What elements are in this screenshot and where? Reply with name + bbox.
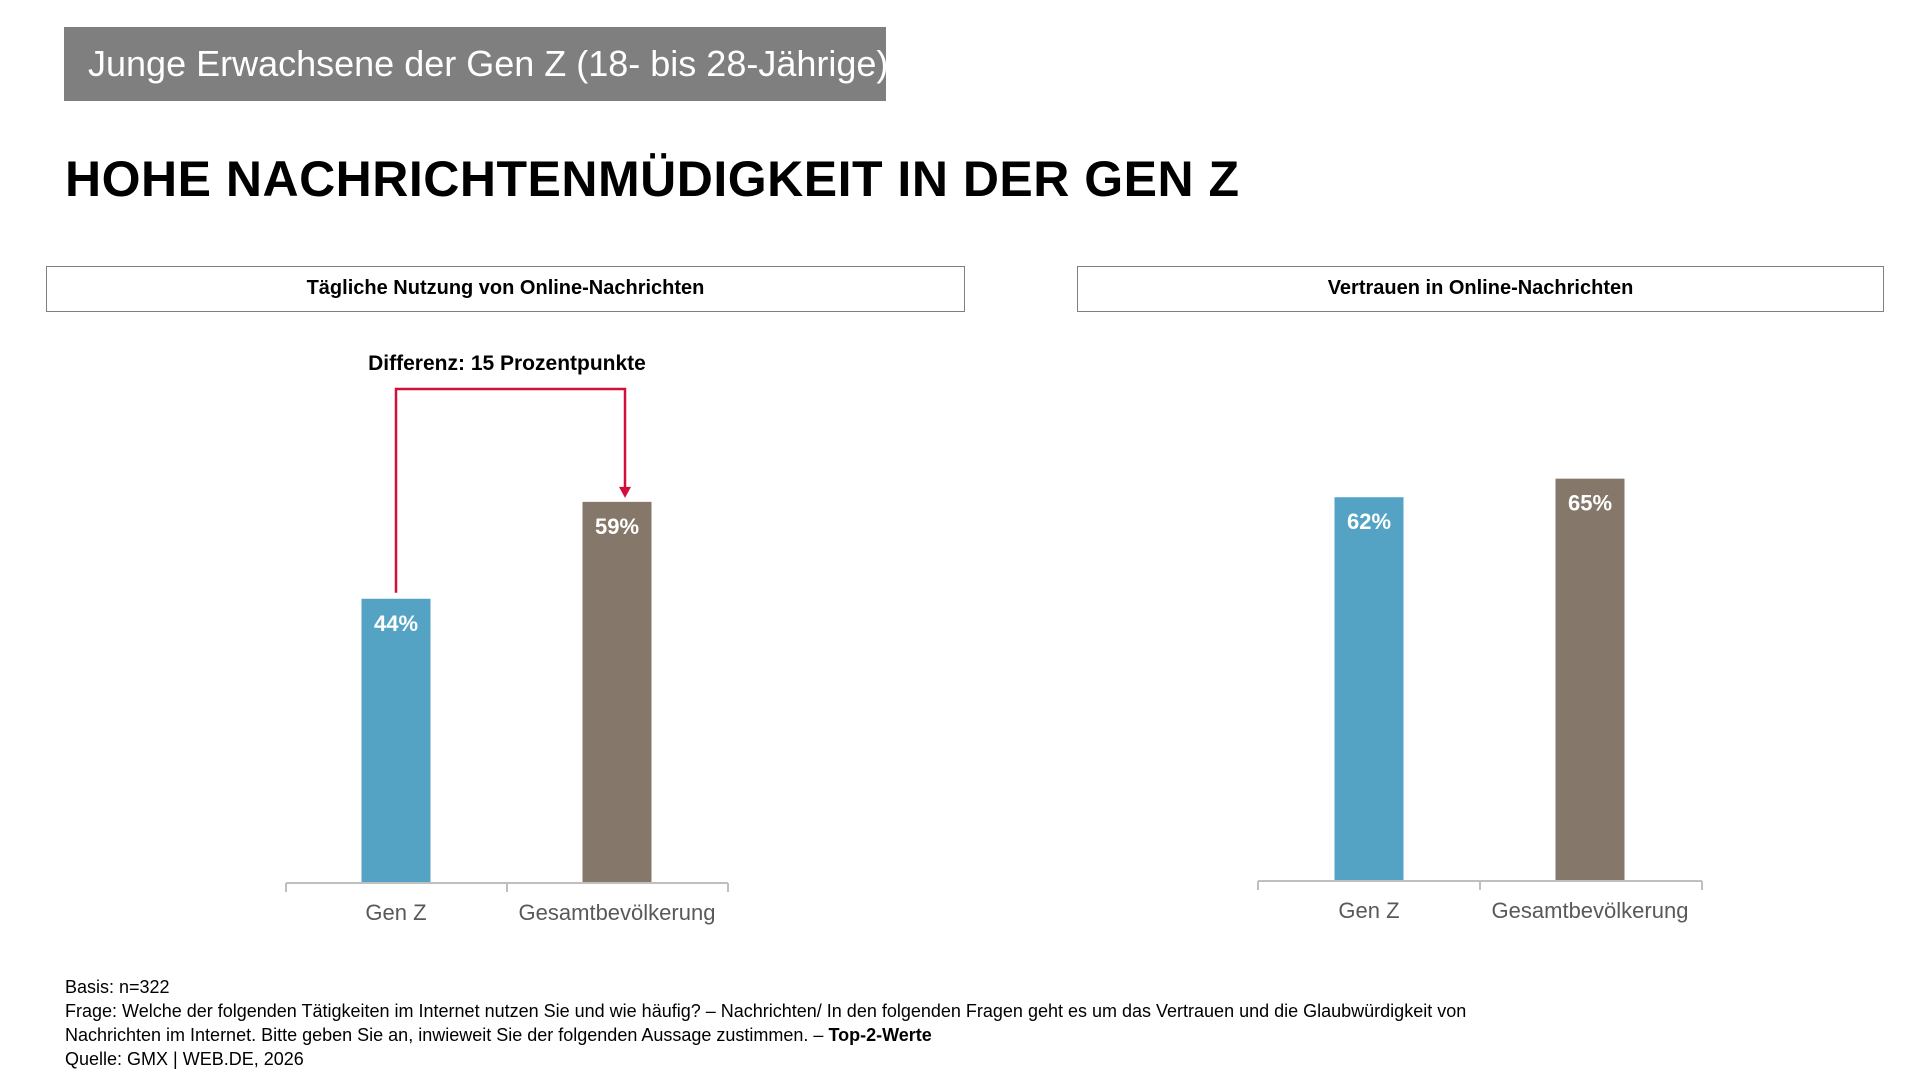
footnote-question-emphasis: Top-2-Werte [828,1025,932,1045]
page-title: HOHE NACHRICHTENMÜDIGKEIT IN DER GEN Z [65,151,1240,207]
bar-gesamt [582,501,652,883]
difference-arrow-line [394,387,627,593]
difference-annotation: Differenz: 15 Prozentpunkte [368,352,646,593]
data-label: 65% [1568,491,1612,516]
footnote-question-line2: Nachrichten im Internet. Bitte geben Sie… [65,1023,1765,1047]
category-label: Gen Z [1338,898,1399,923]
footnote-question-line1: Frage: Welche der folgenden Tätigkeiten … [65,1001,1467,1021]
difference-label: Differenz: 15 Prozentpunkte [368,352,646,375]
chart-title-trust: Vertrauen in Online-Nachrichten [1077,266,1884,312]
category-label: Gesamtbevölkerung [1492,898,1689,923]
footnote: Basis: n=322 Frage: Welche der folgenden… [65,975,1765,1071]
data-label: 59% [595,514,639,539]
category-label: Gen Z [365,900,426,925]
bar-gen-z [361,598,431,883]
footnote-question-text: Nachrichten im Internet. Bitte geben Sie… [65,1025,829,1045]
category-label: Gesamtbevölkerung [519,900,716,925]
bar-gesamt [1555,478,1625,881]
footnote-basis: Basis: n=322 [65,977,170,997]
chart-trust: 62% Gen Z 65% Gesamtbevölkerung [1257,478,1703,923]
data-label: 62% [1347,509,1391,534]
chart-daily-usage: 44% Gen Z 59% Gesamtbevölkerung [285,501,729,925]
difference-arrow-head [619,486,631,498]
subtitle-banner: Junge Erwachsene der Gen Z (18- bis 28-J… [64,27,888,101]
footnote-source: Quelle: GMX | WEB.DE, 2026 [65,1049,304,1069]
chart-title-daily-usage: Tägliche Nutzung von Online-Nachrichten [46,266,965,312]
bar-gen-z [1334,497,1404,881]
data-label: 44% [374,611,418,636]
